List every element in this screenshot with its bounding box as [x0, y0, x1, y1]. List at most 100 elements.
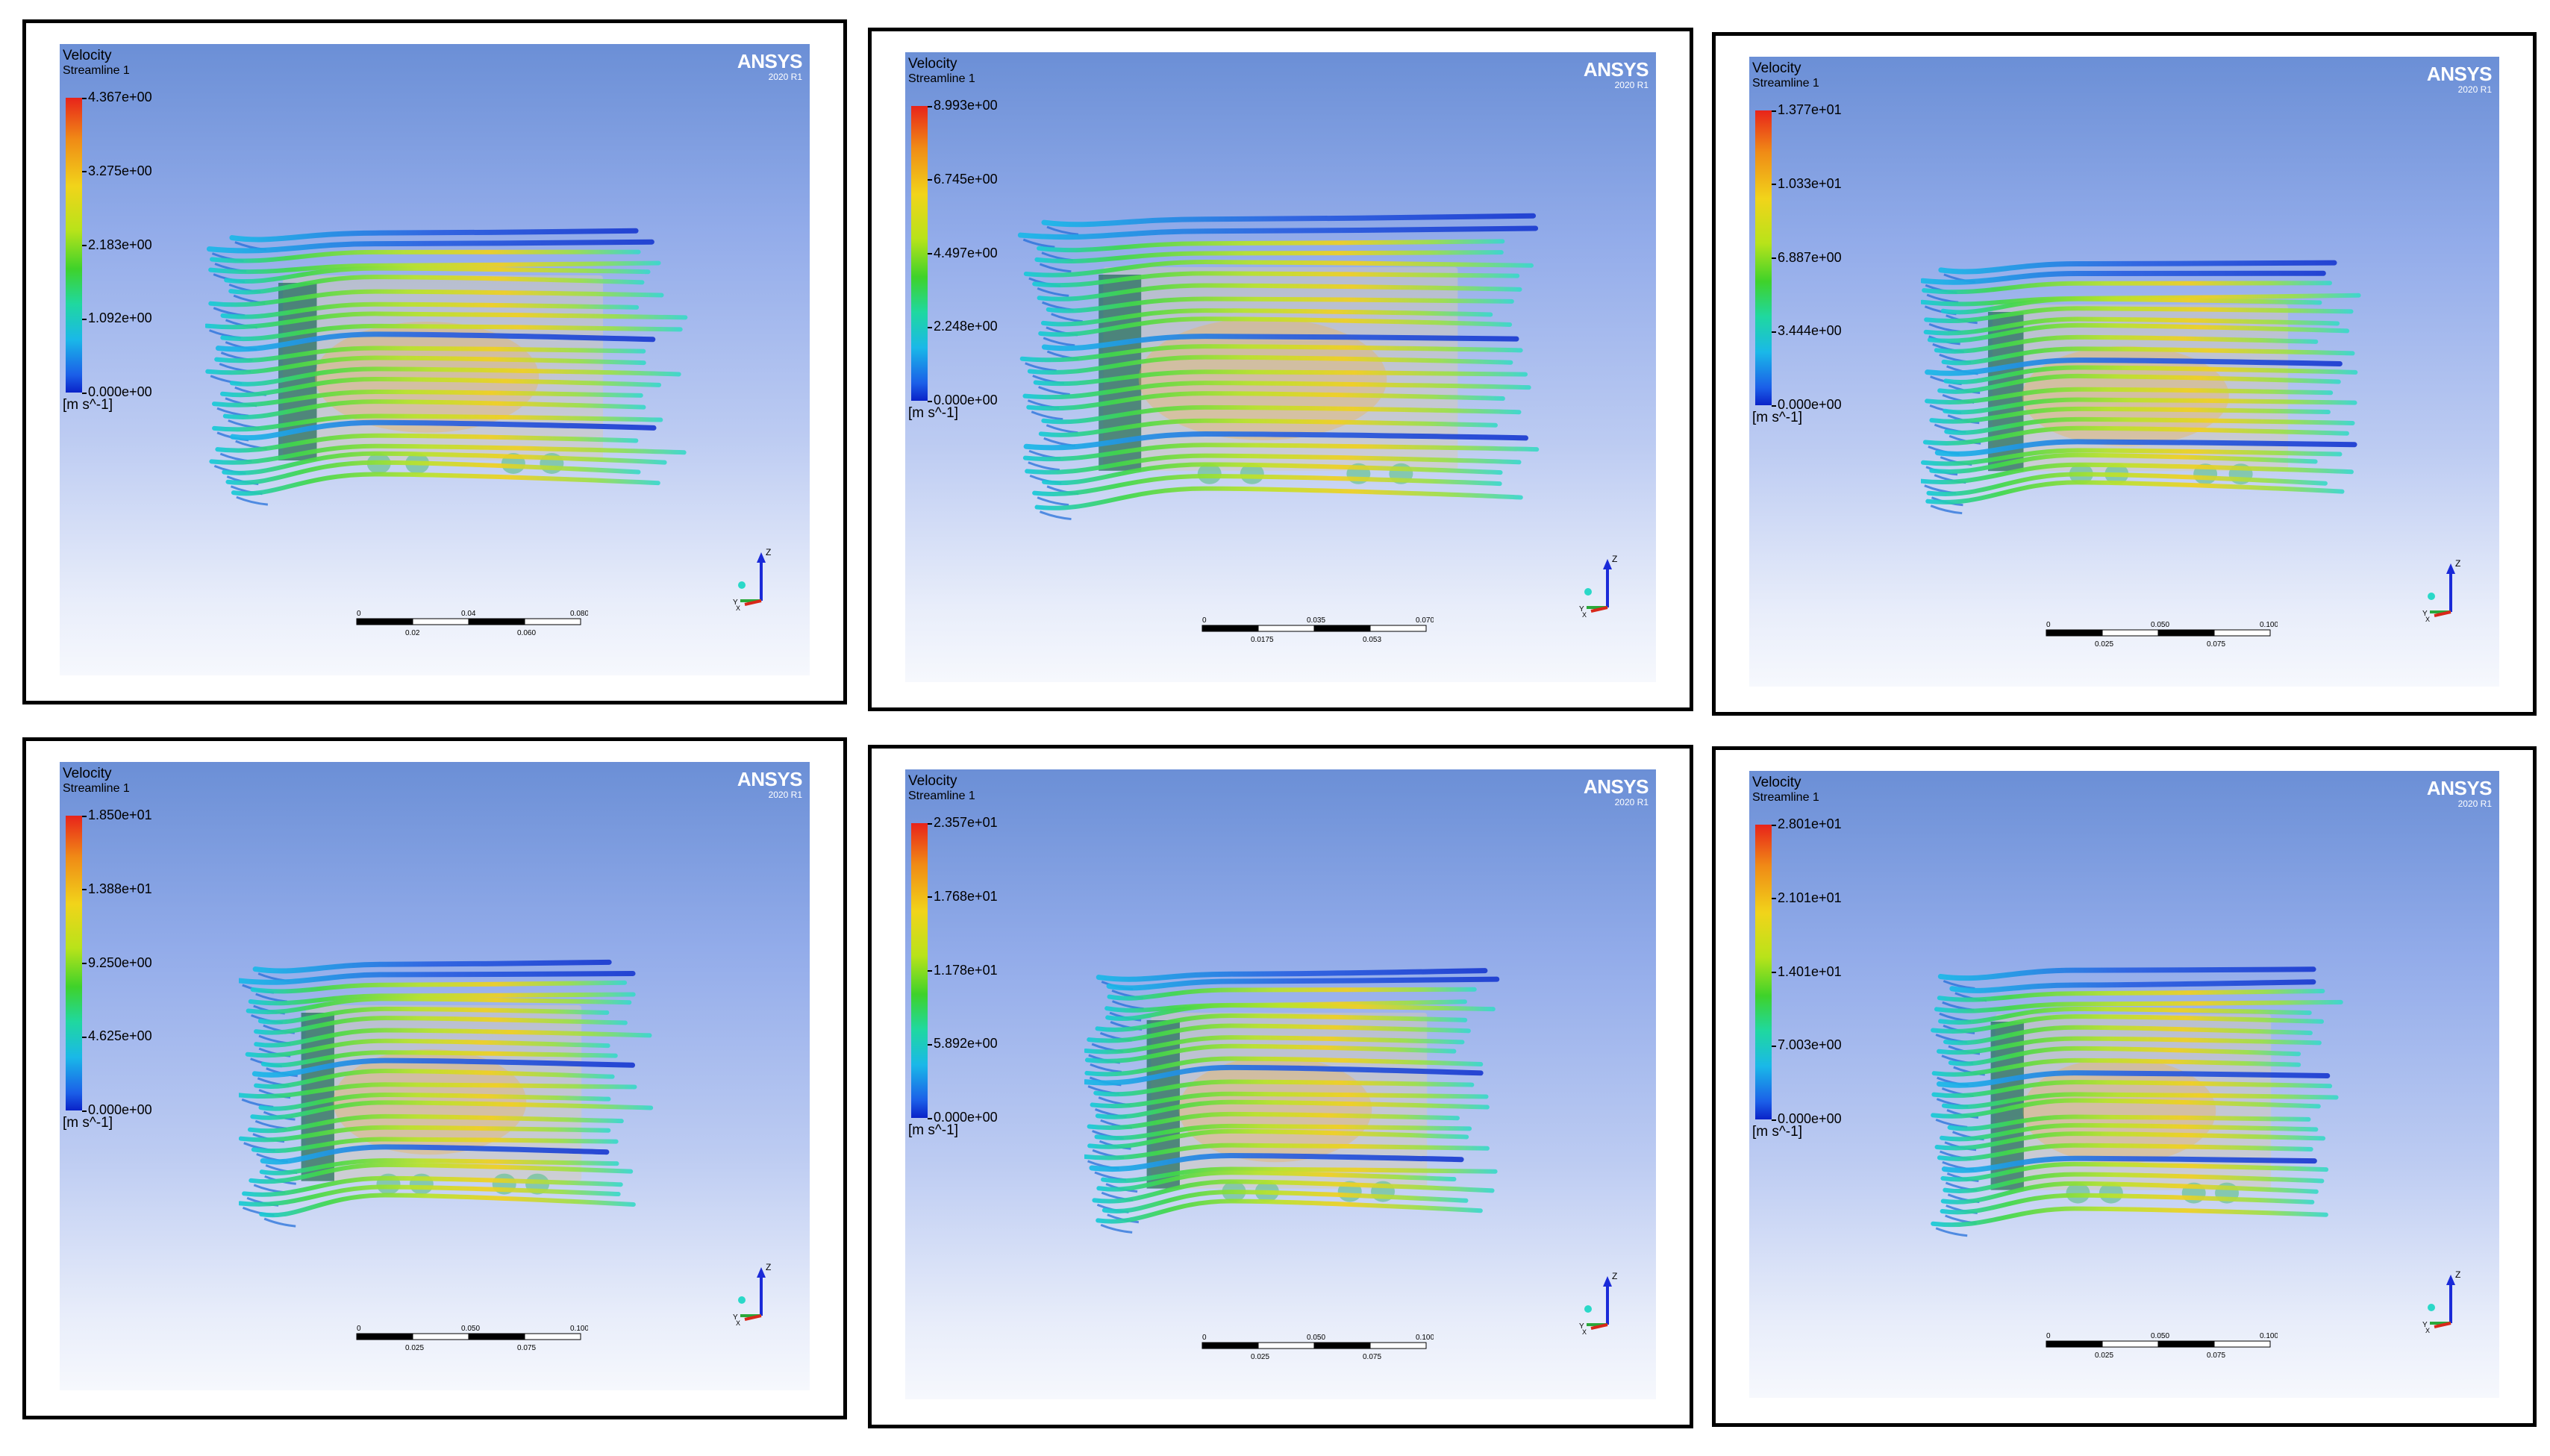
streamline — [242, 1175, 623, 1197]
brand-version: 2020 R1 — [768, 790, 802, 800]
streamline-visualization — [1017, 201, 1554, 530]
scale-label-bottom: 0.02 — [405, 629, 420, 637]
streamline — [1949, 979, 2316, 993]
streamline — [1105, 1003, 1496, 1022]
scale-label-top: 0.070 (m) — [1416, 616, 1434, 625]
scale-label-top: 0.050 — [461, 1325, 480, 1333]
scale-label-top: 0.04 — [461, 610, 476, 618]
streamline — [1940, 1193, 2315, 1215]
streamline — [208, 289, 664, 307]
axis-label-y: Y — [2422, 610, 2428, 618]
scale-segment — [1257, 1342, 1315, 1349]
streamline — [1934, 334, 2319, 354]
streamline — [1931, 1014, 2325, 1034]
axis-label-z: Z — [1612, 554, 1617, 564]
streamline-tail — [1037, 496, 1069, 507]
streamline — [1022, 443, 1540, 462]
streamline — [1106, 976, 1500, 991]
ansys-logo: ANSYS 2020 R1 — [2427, 778, 2493, 808]
streamline — [1089, 1153, 1464, 1172]
color-scale-bar — [66, 816, 82, 1110]
streamline — [249, 1162, 634, 1184]
streamline — [220, 301, 640, 319]
cfd-viewport: Velocity Streamline 1 2.357e+01 1.768e+01 1.… — [905, 769, 1656, 1399]
streamline — [1940, 296, 2322, 315]
streamline — [1925, 387, 2334, 405]
streamline-visualization — [237, 949, 657, 1232]
streamline — [251, 1137, 619, 1154]
streamline — [1026, 391, 1505, 411]
legend-tick-label: 2.183e+00 — [82, 237, 152, 252]
streamline — [1023, 431, 1528, 451]
legend-variable: Velocity — [63, 48, 112, 63]
legend-tick-label: 1.388e+01 — [82, 881, 152, 896]
scale-segment — [524, 618, 581, 625]
streamline — [1041, 213, 1537, 228]
scale-segment — [1201, 625, 1259, 632]
legend-variable: Velocity — [1752, 60, 1801, 76]
legend-title: Velocity Streamline 1 — [1752, 775, 1819, 805]
legend-units: [m s^-1] — [908, 405, 958, 421]
streamline — [230, 419, 657, 441]
legend-tick-label: 2.801e+01 — [1772, 816, 1842, 831]
streamline — [1041, 404, 1522, 425]
streamline — [1082, 1143, 1490, 1160]
streamline — [1931, 1080, 2333, 1099]
streamline — [208, 260, 661, 275]
brand-name: ANSYS — [1583, 775, 1649, 798]
scale-segment — [524, 1333, 581, 1340]
streamline — [1941, 1092, 2339, 1110]
scale-label-bottom: 0.075 — [517, 1344, 536, 1352]
scale-label-bottom: 0.025 — [405, 1344, 424, 1352]
scale-label-top: 0 — [1202, 1334, 1207, 1342]
streamline — [220, 376, 662, 398]
scale-label-top: 0 — [1202, 616, 1207, 625]
length-scale-bar: 0 0.035 0.070 (m) 0.0175 0.053 — [1195, 615, 1448, 648]
streamline — [1095, 1013, 1468, 1032]
legend-tick-label: 4.367e+00 — [82, 90, 152, 104]
scale-label-top: 0.050 — [2151, 621, 2169, 629]
streamline-tail — [1935, 1227, 1968, 1237]
streamline-visualization — [1928, 957, 2346, 1241]
streamline — [215, 331, 656, 352]
legend-tick-label: 3.275e+00 — [82, 163, 152, 178]
legend-object: Streamline 1 — [908, 72, 975, 85]
result-panel-5: Velocity Streamline 1 2.357e+01 1.768e+01 1.… — [868, 745, 1693, 1428]
streamline — [1934, 999, 2343, 1013]
legend-object: Streamline 1 — [908, 790, 975, 802]
scale-segment — [2213, 1340, 2270, 1348]
streamline — [231, 472, 660, 496]
streamline — [1095, 1099, 1490, 1119]
axis-label-z: Z — [1612, 1271, 1617, 1281]
color-scale-bar — [66, 98, 82, 393]
streamline — [1937, 1036, 2322, 1055]
scale-label-top: 0.050 — [2151, 1332, 2169, 1340]
legend-units: [m s^-1] — [63, 397, 113, 413]
streamline — [259, 1158, 619, 1175]
streamline — [1923, 316, 2340, 336]
streamline — [209, 443, 687, 465]
streamline-visualization — [1082, 956, 1502, 1240]
streamline-tail — [241, 1098, 274, 1108]
streamline — [1090, 1091, 1489, 1109]
scale-segment — [2101, 1340, 2158, 1348]
streamline-tail — [1051, 313, 1083, 323]
legend-object: Streamline 1 — [63, 782, 130, 795]
streamline — [1082, 1064, 1484, 1086]
streamline — [1094, 1123, 1472, 1140]
streamline — [1041, 334, 1519, 351]
streamline — [1084, 1043, 1457, 1063]
legend-tick-label: 0.000e+00 — [82, 1102, 152, 1117]
wheel — [1240, 463, 1264, 484]
scale-segment — [2157, 1340, 2214, 1348]
legend-title: Velocity Streamline 1 — [63, 766, 130, 796]
legend-tick-label: 6.745e+00 — [928, 171, 998, 187]
streamline — [1934, 439, 2357, 457]
wheel — [2099, 1182, 2123, 1204]
scale-segment — [356, 618, 413, 625]
cfd-viewport: Velocity Streamline 1 2.801e+01 2.101e+01 1.… — [1749, 771, 2499, 1398]
ansys-logo: ANSYS 2020 R1 — [1584, 777, 1649, 807]
streamline — [1941, 1155, 2317, 1173]
streamline-tail — [1043, 337, 1075, 347]
